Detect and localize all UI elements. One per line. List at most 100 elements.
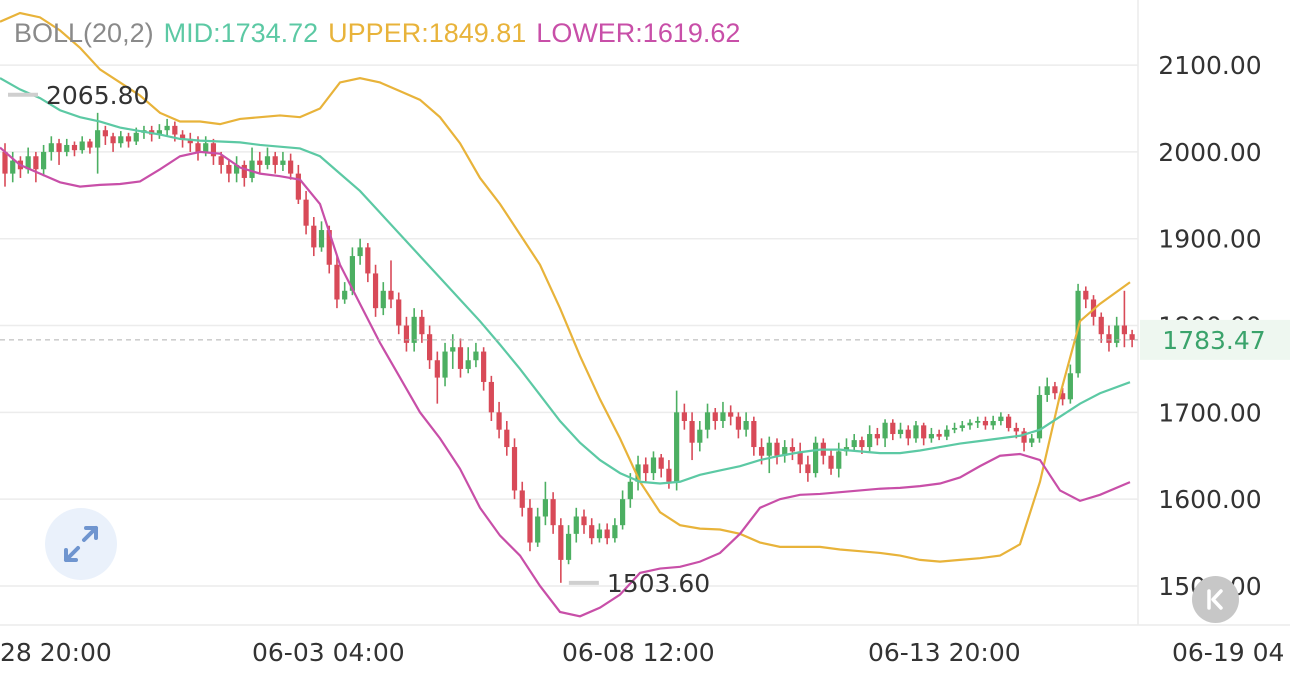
candle bbox=[867, 425, 873, 452]
candle bbox=[465, 347, 471, 374]
candle bbox=[805, 455, 811, 482]
candle bbox=[535, 507, 541, 547]
candle bbox=[311, 217, 317, 257]
candle bbox=[828, 448, 834, 475]
candle bbox=[481, 347, 487, 391]
candle bbox=[79, 136, 85, 154]
candle bbox=[813, 436, 819, 478]
candle bbox=[936, 429, 942, 441]
candle bbox=[1114, 316, 1120, 348]
candle bbox=[1083, 286, 1089, 309]
jump-to-latest-button[interactable] bbox=[1192, 576, 1239, 623]
candle bbox=[56, 138, 62, 165]
candle bbox=[774, 438, 780, 465]
candle bbox=[643, 457, 649, 482]
candle bbox=[380, 282, 386, 316]
x-tick-label: 28 20:00 bbox=[0, 638, 112, 667]
candle bbox=[95, 112, 101, 174]
candle bbox=[519, 481, 525, 517]
y-tick-label: 2000.00 bbox=[1158, 138, 1261, 167]
last-price-badge bbox=[1140, 319, 1290, 360]
candle bbox=[1121, 290, 1127, 348]
y-tick-label: 2100.00 bbox=[1158, 51, 1261, 80]
candle bbox=[110, 132, 116, 152]
candle bbox=[365, 243, 371, 283]
candle bbox=[843, 438, 850, 456]
candle bbox=[674, 390, 680, 491]
candle bbox=[766, 436, 772, 474]
candle bbox=[982, 416, 989, 430]
candles-layer bbox=[2, 112, 1135, 583]
candle bbox=[249, 147, 255, 183]
candle bbox=[427, 325, 433, 369]
candle bbox=[48, 136, 54, 161]
max-price-label: 2065.80 bbox=[46, 81, 149, 110]
candle bbox=[164, 118, 170, 137]
expand-button[interactable] bbox=[45, 508, 117, 580]
candle bbox=[257, 151, 263, 174]
candle bbox=[372, 264, 379, 317]
last-price-label: 1783.47 bbox=[1162, 326, 1265, 355]
candle bbox=[627, 473, 633, 508]
candle bbox=[187, 132, 193, 152]
candle bbox=[125, 132, 132, 148]
candle bbox=[820, 438, 826, 465]
candle bbox=[836, 442, 842, 478]
candle bbox=[118, 131, 124, 148]
candle bbox=[1098, 312, 1104, 343]
candle bbox=[990, 415, 996, 430]
candle bbox=[689, 412, 695, 461]
x-axis: 28 20:00 06-03 04:00 06-08 12:00 06-13 20:0… bbox=[0, 638, 1284, 667]
boll-legend: BOLL(20,2) MID:1734.72 UPPER:1849.81 LOWER:… bbox=[14, 18, 750, 49]
candle bbox=[511, 438, 518, 500]
candle bbox=[782, 440, 788, 463]
candle bbox=[234, 156, 240, 183]
candle bbox=[658, 453, 664, 478]
y-axis: 2100.002000.001900.001800.001700.001600.… bbox=[1140, 51, 1290, 601]
candle bbox=[897, 422, 904, 439]
candle bbox=[581, 509, 587, 534]
candle bbox=[666, 460, 672, 489]
expand-icon bbox=[64, 526, 98, 562]
candle bbox=[396, 292, 402, 335]
candle bbox=[210, 138, 217, 165]
candle bbox=[712, 407, 718, 430]
candle bbox=[635, 455, 641, 491]
candle bbox=[967, 419, 973, 430]
candle bbox=[565, 525, 572, 565]
legend-mid-value: MID:1734.72 bbox=[163, 18, 319, 48]
candle bbox=[558, 518, 564, 583]
candle bbox=[743, 412, 749, 437]
candle bbox=[272, 151, 278, 174]
candle bbox=[434, 351, 440, 404]
candle bbox=[921, 422, 927, 446]
candle bbox=[1129, 329, 1135, 348]
candle bbox=[295, 164, 301, 204]
candle bbox=[874, 427, 880, 446]
candle bbox=[959, 421, 965, 432]
candle bbox=[612, 518, 618, 543]
grid-lines bbox=[0, 0, 1290, 626]
y-tick-label: 1600.00 bbox=[1158, 485, 1261, 514]
candle bbox=[411, 308, 417, 352]
x-tick-label: 06-19 04 bbox=[1172, 638, 1284, 667]
candle bbox=[342, 282, 348, 304]
candle bbox=[797, 442, 803, 474]
boll-upper-line bbox=[0, 11, 1131, 563]
min-price-label: 1503.60 bbox=[607, 569, 710, 598]
x-tick-label: 06-08 12:00 bbox=[562, 638, 715, 667]
candle bbox=[975, 416, 981, 428]
candle bbox=[357, 238, 363, 265]
candle bbox=[1052, 381, 1058, 400]
candle bbox=[71, 141, 78, 157]
candle bbox=[527, 499, 533, 552]
candle bbox=[704, 403, 711, 439]
candle bbox=[303, 190, 309, 235]
candle bbox=[728, 405, 734, 426]
candle bbox=[697, 421, 703, 452]
y-tick-label: 1900.00 bbox=[1158, 225, 1261, 254]
candle bbox=[241, 160, 247, 187]
candle bbox=[264, 147, 271, 170]
legend-indicator-name: BOLL(20,2) bbox=[14, 18, 154, 48]
